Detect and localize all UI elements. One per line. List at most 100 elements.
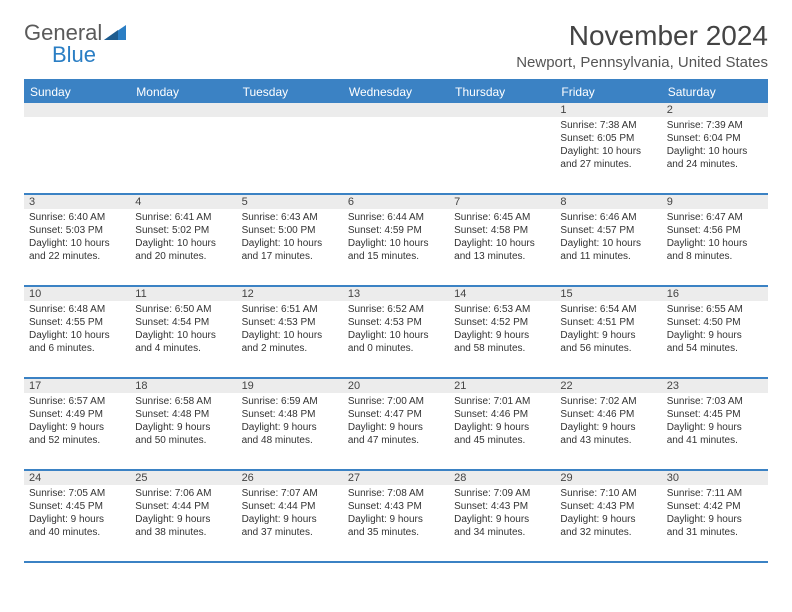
day-header: Monday — [130, 81, 236, 103]
daylight-line2: and 56 minutes. — [560, 342, 656, 355]
day-cell: Sunrise: 6:52 AMSunset: 4:53 PMDaylight:… — [343, 301, 449, 377]
daylight-line2: and 6 minutes. — [29, 342, 125, 355]
daylight-line2: and 8 minutes. — [667, 250, 763, 263]
sunrise: Sunrise: 6:40 AM — [29, 211, 125, 224]
daylight-line1: Daylight: 9 hours — [454, 421, 550, 434]
daynum-row: 24252627282930 — [24, 471, 768, 485]
week: 12Sunrise: 7:38 AMSunset: 6:05 PMDayligh… — [24, 103, 768, 195]
sunset: Sunset: 4:53 PM — [348, 316, 444, 329]
day-info: Sunrise: 7:09 AMSunset: 4:43 PMDaylight:… — [454, 487, 550, 539]
day-info: Sunrise: 6:47 AMSunset: 4:56 PMDaylight:… — [667, 211, 763, 263]
day-cell: Sunrise: 6:54 AMSunset: 4:51 PMDaylight:… — [555, 301, 661, 377]
header: General Blue November 2024 Newport, Penn… — [24, 20, 768, 71]
sunset: Sunset: 4:43 PM — [560, 500, 656, 513]
page-title: November 2024 — [516, 20, 768, 52]
day-number: 1 — [555, 103, 661, 117]
day-number — [130, 103, 236, 117]
daylight-line2: and 37 minutes. — [242, 526, 338, 539]
sunset: Sunset: 4:42 PM — [667, 500, 763, 513]
sunrise: Sunrise: 7:08 AM — [348, 487, 444, 500]
daylight-line2: and 27 minutes. — [560, 158, 656, 171]
day-cell: Sunrise: 6:45 AMSunset: 4:58 PMDaylight:… — [449, 209, 555, 285]
sunrise: Sunrise: 7:39 AM — [667, 119, 763, 132]
day-cell — [343, 117, 449, 193]
day-number: 12 — [237, 287, 343, 301]
day-number: 17 — [24, 379, 130, 393]
sunset: Sunset: 5:00 PM — [242, 224, 338, 237]
sunrise: Sunrise: 6:57 AM — [29, 395, 125, 408]
daylight-line1: Daylight: 10 hours — [667, 145, 763, 158]
daylight-line1: Daylight: 10 hours — [29, 237, 125, 250]
daylight-line2: and 31 minutes. — [667, 526, 763, 539]
week: 3456789Sunrise: 6:40 AMSunset: 5:03 PMDa… — [24, 195, 768, 287]
daylight-line2: and 54 minutes. — [667, 342, 763, 355]
daylight-line1: Daylight: 10 hours — [667, 237, 763, 250]
day-info: Sunrise: 6:48 AMSunset: 4:55 PMDaylight:… — [29, 303, 125, 355]
day-header: Saturday — [662, 81, 768, 103]
sunset: Sunset: 6:05 PM — [560, 132, 656, 145]
sunset: Sunset: 4:44 PM — [135, 500, 231, 513]
day-cell: Sunrise: 7:01 AMSunset: 4:46 PMDaylight:… — [449, 393, 555, 469]
sunrise: Sunrise: 6:43 AM — [242, 211, 338, 224]
sunrise: Sunrise: 7:05 AM — [29, 487, 125, 500]
day-cell: Sunrise: 6:50 AMSunset: 4:54 PMDaylight:… — [130, 301, 236, 377]
week: 24252627282930Sunrise: 7:05 AMSunset: 4:… — [24, 471, 768, 563]
day-cell: Sunrise: 7:06 AMSunset: 4:44 PMDaylight:… — [130, 485, 236, 561]
sunrise: Sunrise: 6:46 AM — [560, 211, 656, 224]
daynum-row: 12 — [24, 103, 768, 117]
week-row: Sunrise: 6:57 AMSunset: 4:49 PMDaylight:… — [24, 393, 768, 471]
daylight-line1: Daylight: 9 hours — [242, 421, 338, 434]
day-cell: Sunrise: 7:00 AMSunset: 4:47 PMDaylight:… — [343, 393, 449, 469]
day-number: 2 — [662, 103, 768, 117]
day-cell: Sunrise: 6:46 AMSunset: 4:57 PMDaylight:… — [555, 209, 661, 285]
day-cell: Sunrise: 6:44 AMSunset: 4:59 PMDaylight:… — [343, 209, 449, 285]
day-number — [237, 103, 343, 117]
daynum-row: 10111213141516 — [24, 287, 768, 301]
week: 17181920212223Sunrise: 6:57 AMSunset: 4:… — [24, 379, 768, 471]
sunrise: Sunrise: 6:45 AM — [454, 211, 550, 224]
daylight-line2: and 20 minutes. — [135, 250, 231, 263]
daylight-line2: and 45 minutes. — [454, 434, 550, 447]
sunset: Sunset: 4:50 PM — [667, 316, 763, 329]
day-header: Wednesday — [343, 81, 449, 103]
day-cell: Sunrise: 7:11 AMSunset: 4:42 PMDaylight:… — [662, 485, 768, 561]
sunrise: Sunrise: 6:54 AM — [560, 303, 656, 316]
day-number: 5 — [237, 195, 343, 209]
daylight-line1: Daylight: 10 hours — [454, 237, 550, 250]
sunset: Sunset: 4:45 PM — [667, 408, 763, 421]
sunrise: Sunrise: 7:07 AM — [242, 487, 338, 500]
daylight-line2: and 17 minutes. — [242, 250, 338, 263]
day-cell: Sunrise: 6:48 AMSunset: 4:55 PMDaylight:… — [24, 301, 130, 377]
daylight-line1: Daylight: 9 hours — [560, 329, 656, 342]
daylight-line1: Daylight: 10 hours — [560, 237, 656, 250]
daylight-line2: and 13 minutes. — [454, 250, 550, 263]
daylight-line1: Daylight: 9 hours — [348, 421, 444, 434]
day-info: Sunrise: 7:06 AMSunset: 4:44 PMDaylight:… — [135, 487, 231, 539]
day-cell: Sunrise: 6:47 AMSunset: 4:56 PMDaylight:… — [662, 209, 768, 285]
daylight-line1: Daylight: 9 hours — [560, 421, 656, 434]
sunrise: Sunrise: 6:47 AM — [667, 211, 763, 224]
day-number: 16 — [662, 287, 768, 301]
week-row: Sunrise: 7:38 AMSunset: 6:05 PMDaylight:… — [24, 117, 768, 195]
daylight-line1: Daylight: 9 hours — [135, 421, 231, 434]
sunrise: Sunrise: 7:01 AM — [454, 395, 550, 408]
day-info: Sunrise: 6:51 AMSunset: 4:53 PMDaylight:… — [242, 303, 338, 355]
day-info: Sunrise: 6:57 AMSunset: 4:49 PMDaylight:… — [29, 395, 125, 447]
day-cell: Sunrise: 7:39 AMSunset: 6:04 PMDaylight:… — [662, 117, 768, 193]
calendar: Sunday Monday Tuesday Wednesday Thursday… — [24, 79, 768, 563]
daynum-row: 17181920212223 — [24, 379, 768, 393]
daylight-line2: and 43 minutes. — [560, 434, 656, 447]
week-row: Sunrise: 7:05 AMSunset: 4:45 PMDaylight:… — [24, 485, 768, 563]
day-info: Sunrise: 6:52 AMSunset: 4:53 PMDaylight:… — [348, 303, 444, 355]
day-info: Sunrise: 6:55 AMSunset: 4:50 PMDaylight:… — [667, 303, 763, 355]
day-info: Sunrise: 7:39 AMSunset: 6:04 PMDaylight:… — [667, 119, 763, 171]
day-info: Sunrise: 7:01 AMSunset: 4:46 PMDaylight:… — [454, 395, 550, 447]
day-info: Sunrise: 7:03 AMSunset: 4:45 PMDaylight:… — [667, 395, 763, 447]
day-number: 28 — [449, 471, 555, 485]
sunset: Sunset: 4:57 PM — [560, 224, 656, 237]
daylight-line2: and 0 minutes. — [348, 342, 444, 355]
daylight-line1: Daylight: 10 hours — [348, 237, 444, 250]
day-number: 27 — [343, 471, 449, 485]
day-info: Sunrise: 7:11 AMSunset: 4:42 PMDaylight:… — [667, 487, 763, 539]
week-row: Sunrise: 6:48 AMSunset: 4:55 PMDaylight:… — [24, 301, 768, 379]
